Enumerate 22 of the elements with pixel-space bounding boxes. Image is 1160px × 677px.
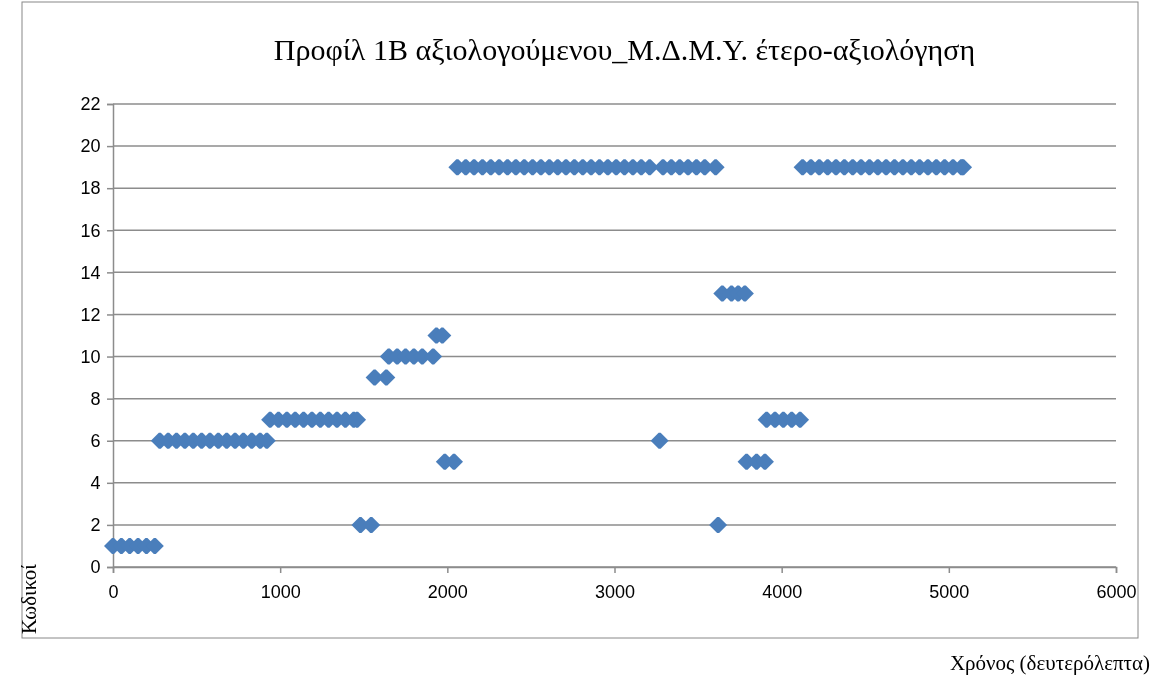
x-tick-label: 2000: [427, 581, 468, 602]
x-tick-label: 0: [108, 581, 119, 602]
y-tick-label: 12: [80, 304, 101, 325]
y-tick-label: 18: [80, 178, 101, 199]
y-tick-label: 14: [80, 262, 101, 283]
y-tick-label: 6: [90, 430, 101, 451]
x-tick-label: 3000: [594, 581, 636, 602]
x-tick-label: 4000: [762, 581, 803, 602]
x-tick-label: 6000: [1096, 581, 1137, 602]
x-tick-label: 1000: [260, 581, 301, 602]
x-axis-title: Χρόνος (δευτερόλεπτα): [949, 651, 1150, 675]
chart-title: Προφίλ 1Β αξιολογούμενου_Μ.Δ.Μ.Υ. έτερο-αξιολόγηση: [273, 33, 976, 66]
y-tick-label: 20: [80, 136, 101, 157]
y-tick-label: 0: [90, 557, 101, 578]
y-tick-label: 22: [80, 94, 101, 115]
y-tick-label: 8: [90, 388, 101, 409]
y-tick-label: 4: [90, 473, 101, 494]
y-tick-label: 10: [80, 346, 101, 367]
y-tick-label: 2: [90, 515, 101, 536]
y-axis-title: Κωδικοί: [17, 563, 41, 635]
y-tick-label: 16: [80, 220, 101, 241]
x-tick-label: 5000: [929, 581, 970, 602]
